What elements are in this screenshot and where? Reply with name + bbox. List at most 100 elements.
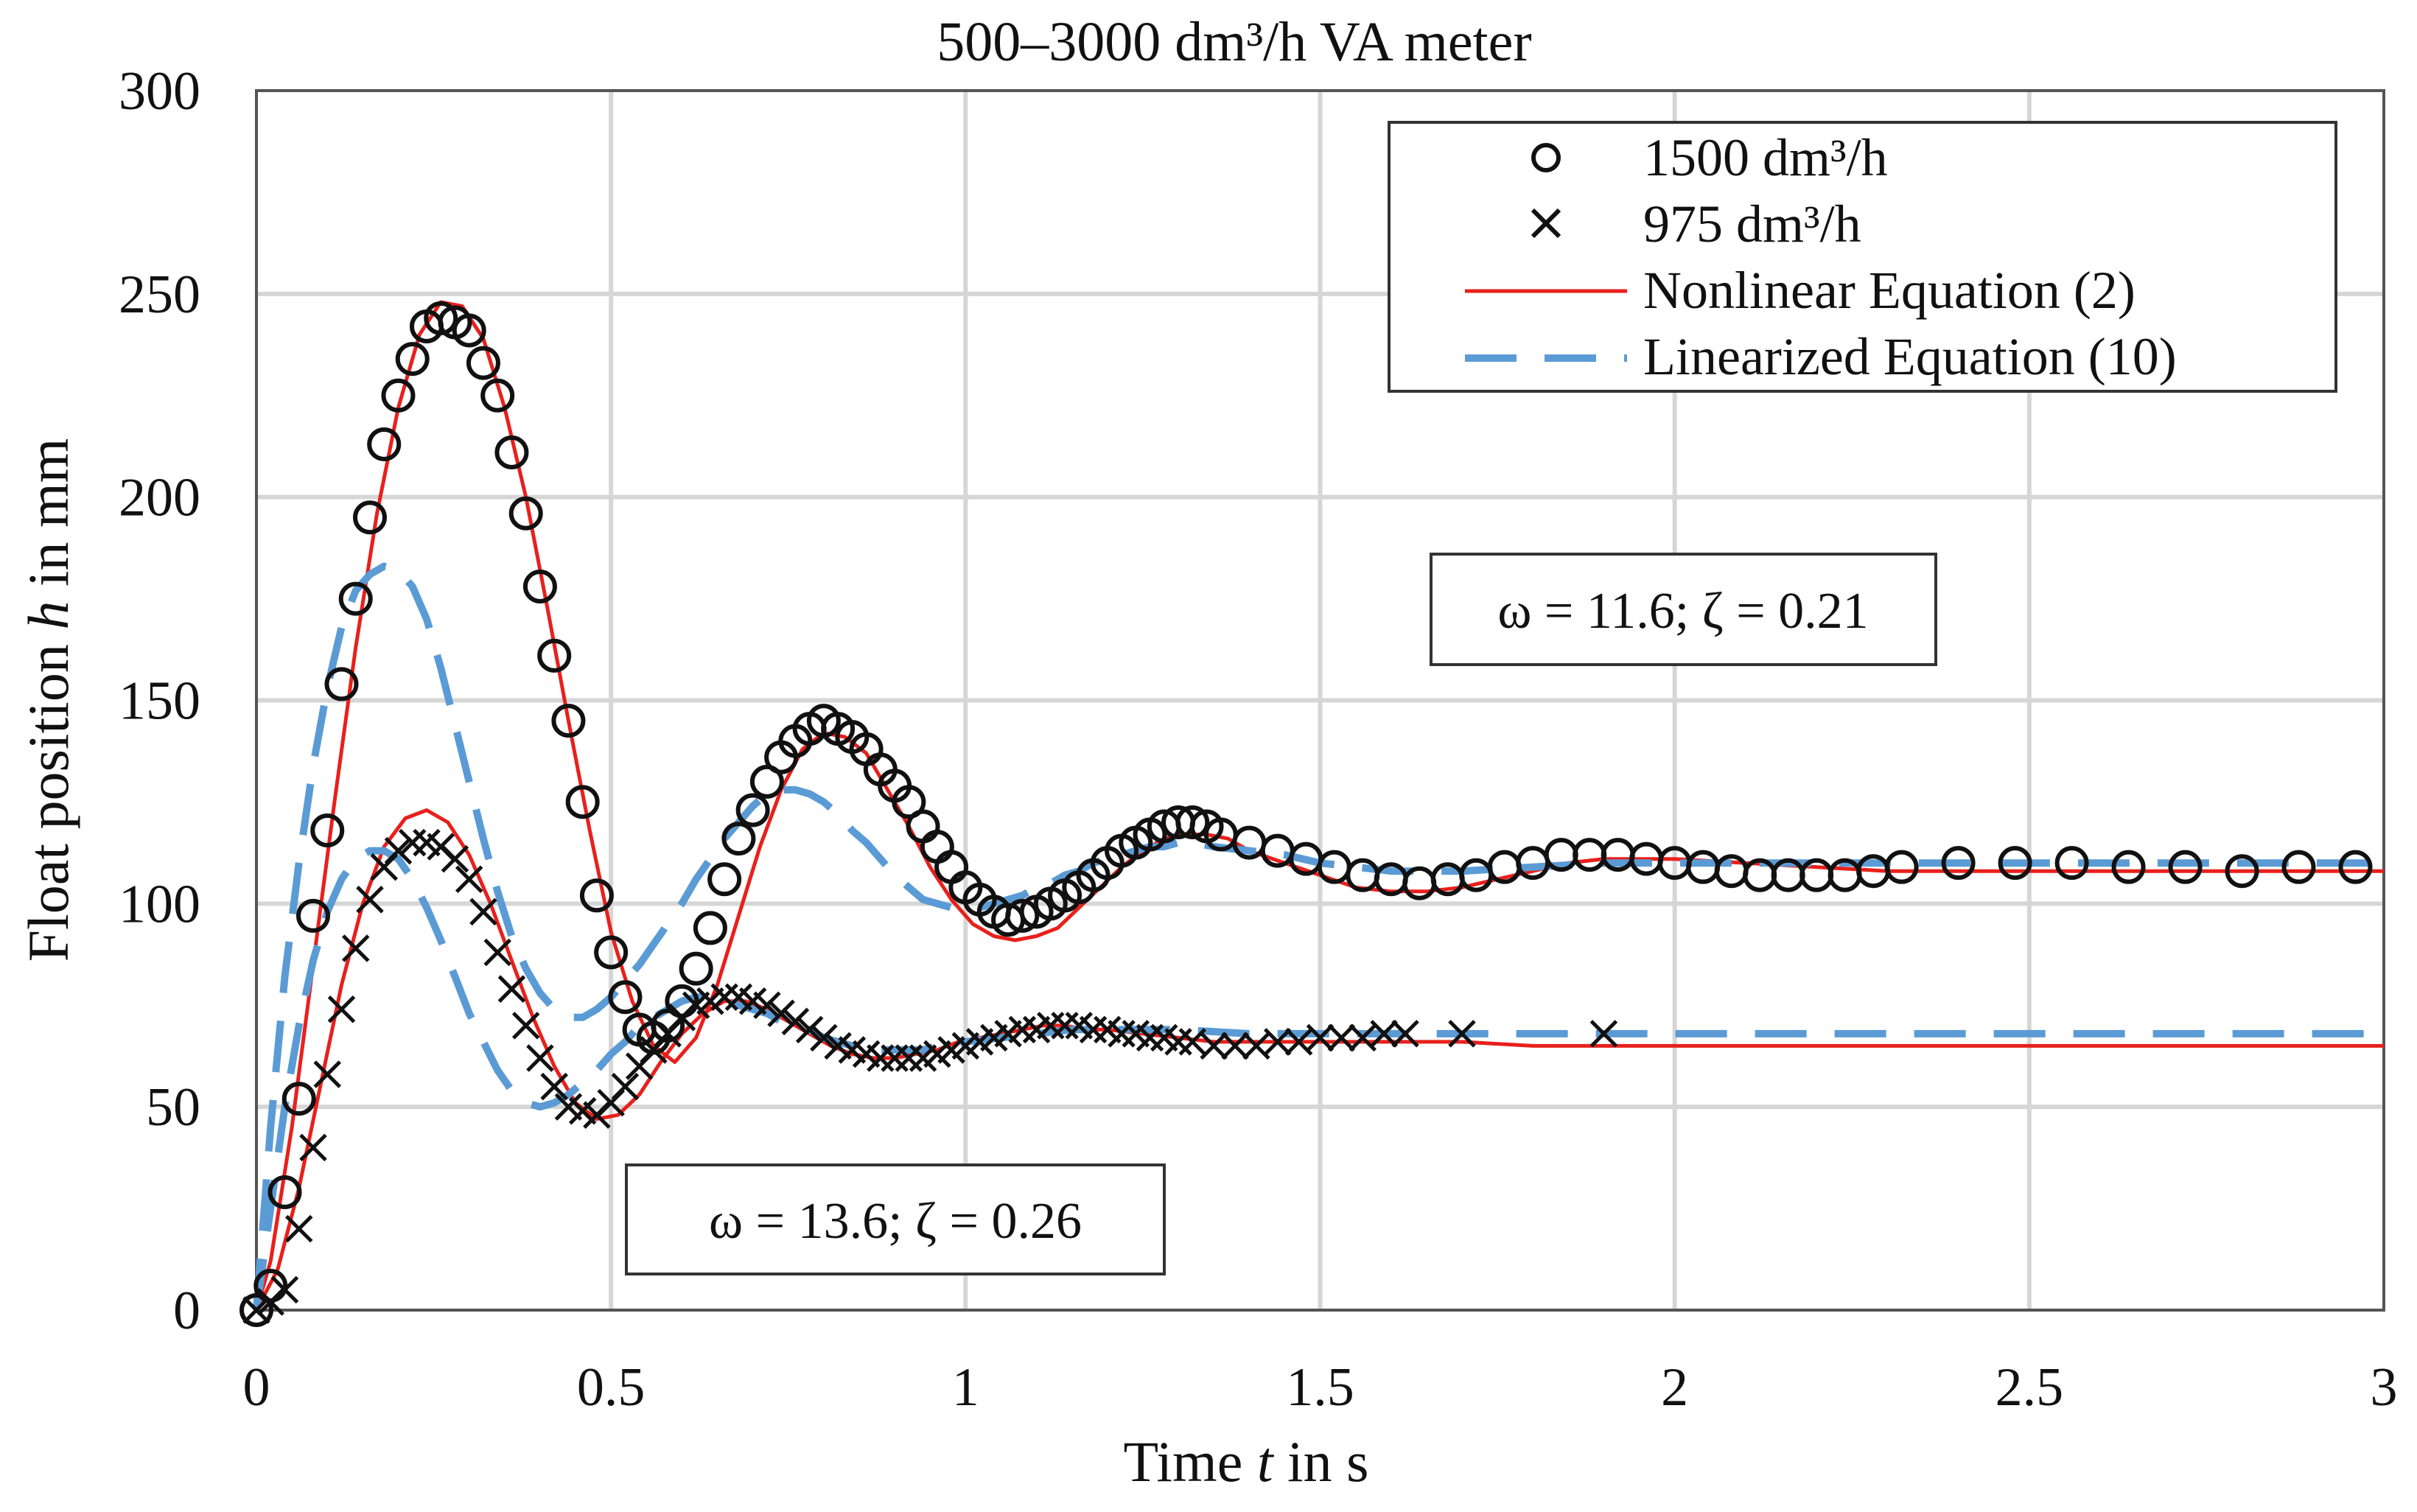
y-axis-label-prefix: Float position bbox=[16, 630, 80, 962]
data-point-975 bbox=[1391, 1020, 1419, 1048]
data-point-1500 bbox=[735, 793, 770, 827]
chart-title: 500–3000 dm³/h VA meter bbox=[937, 11, 1531, 73]
data-point-975 bbox=[356, 886, 384, 914]
data-point-1500 bbox=[395, 342, 430, 377]
data-point-1500 bbox=[424, 301, 458, 335]
x-tick-label: 2.5 bbox=[1995, 1357, 2064, 1418]
data-point-1500 bbox=[1005, 898, 1040, 933]
data-point-1500 bbox=[522, 570, 557, 604]
data-point-1500 bbox=[2168, 850, 2203, 884]
parameter-box-upper bbox=[1430, 553, 1937, 666]
y-tick-label: 250 bbox=[119, 265, 200, 325]
data-point-975 bbox=[511, 1012, 540, 1040]
data-point-975 bbox=[1370, 1020, 1398, 1048]
data-point-1500 bbox=[2054, 846, 2089, 881]
y-tick-labels: 0 50 100 150 200 250 300 bbox=[119, 61, 200, 1341]
data-point-1500 bbox=[2225, 854, 2259, 889]
y-tick-label: 300 bbox=[119, 61, 200, 122]
data-point-975 bbox=[270, 1275, 299, 1304]
legend-label-nonlinear: Nonlinear Equation (2) bbox=[1643, 261, 2136, 320]
data-point-1500 bbox=[892, 785, 926, 819]
data-point-1500 bbox=[239, 1293, 273, 1327]
data-point-1500 bbox=[367, 427, 402, 461]
x-tick-labels: 0 0.5 1 1.5 2 2.5 3 bbox=[243, 1357, 2398, 1418]
data-point-1500 bbox=[1998, 846, 2032, 881]
parameter-text-lower: ω = 13.6; ζ = 0.26 bbox=[709, 1193, 1082, 1250]
data-point-975 bbox=[795, 1015, 824, 1044]
data-point-1500 bbox=[565, 785, 600, 819]
y-tick-label: 0 bbox=[173, 1281, 200, 1341]
y-tick-label: 100 bbox=[119, 874, 200, 934]
data-point-975 bbox=[384, 836, 413, 865]
x-tick-label: 0.5 bbox=[577, 1357, 646, 1418]
parameter-text-upper: ω = 11.6; ζ = 0.21 bbox=[1497, 583, 1868, 640]
data-point-975 bbox=[1178, 1028, 1207, 1056]
data-point-975 bbox=[611, 1072, 640, 1101]
data-point-1500 bbox=[693, 911, 727, 945]
y-axis-label: Float position h in mm bbox=[16, 438, 80, 962]
legend-label-linearized: Linearized Equation (10) bbox=[1643, 327, 2177, 386]
data-point-1500 bbox=[679, 951, 713, 986]
data-point-975 bbox=[284, 1214, 313, 1243]
x-tick-label: 3 bbox=[2371, 1357, 2398, 1418]
y-axis-label-unit: in mm bbox=[16, 438, 80, 601]
nonlinear-series-line bbox=[254, 300, 2384, 1311]
data-point-1500 bbox=[651, 1008, 685, 1043]
legend-circle-marker-icon bbox=[1531, 143, 1561, 172]
data-point-1500 bbox=[452, 313, 486, 348]
data-point-975 bbox=[497, 975, 526, 1003]
data-point-975 bbox=[1327, 1023, 1356, 1052]
data-point-975 bbox=[1242, 1032, 1270, 1060]
data-point-975 bbox=[242, 1296, 270, 1324]
data-point-1500 bbox=[1941, 846, 1976, 881]
data-point-1500 bbox=[508, 496, 543, 531]
y-tick-label: 150 bbox=[119, 671, 200, 732]
data-point-975 bbox=[441, 844, 469, 873]
data-point-1500 bbox=[2338, 850, 2373, 884]
data-point-1500 bbox=[2281, 850, 2316, 884]
linearized-series-line bbox=[253, 562, 2384, 1311]
data-point-975 bbox=[540, 1072, 568, 1101]
data-point-975 bbox=[483, 938, 511, 967]
data-point-1500 bbox=[594, 935, 629, 970]
data-point-975 bbox=[341, 934, 370, 962]
data-point-975 bbox=[313, 1060, 342, 1088]
data-point-1500 bbox=[1884, 850, 1919, 884]
x-tick-label: 2 bbox=[1661, 1357, 1688, 1418]
data-point-975 bbox=[469, 897, 497, 926]
data-point-1500 bbox=[551, 704, 586, 738]
x-axis-label-variable: t bbox=[1257, 1429, 1275, 1494]
legend-label-975: 975 dm³/h bbox=[1643, 195, 1861, 253]
data-point-1500 bbox=[749, 764, 784, 799]
data-point-1500 bbox=[1175, 805, 1210, 839]
data-point-1500 bbox=[721, 822, 756, 856]
x-axis-label-prefix: Time bbox=[1123, 1429, 1256, 1494]
data-point-975 bbox=[767, 999, 795, 1028]
data-point-1500 bbox=[480, 378, 515, 413]
data-point-1500 bbox=[537, 638, 572, 673]
y-axis-label-variable: h bbox=[16, 601, 80, 630]
data-point-975 bbox=[1589, 1020, 1618, 1048]
x-axis-label: Time t in s bbox=[1123, 1429, 1368, 1494]
x-tick-label: 1.5 bbox=[1286, 1357, 1354, 1418]
data-point-1500 bbox=[352, 500, 387, 535]
data-point-975 bbox=[1263, 1028, 1292, 1056]
x-tick-label: 0 bbox=[243, 1357, 270, 1418]
data-point-975 bbox=[299, 1133, 327, 1162]
y-tick-label: 50 bbox=[146, 1077, 200, 1138]
data-point-1500 bbox=[466, 346, 500, 380]
data-point-1500 bbox=[310, 813, 345, 848]
data-point-975 bbox=[327, 995, 356, 1023]
legend: 1500 dm³/h 975 dm³/h Nonlinear Equation … bbox=[1388, 121, 2337, 393]
y-tick-label: 200 bbox=[119, 468, 200, 528]
data-point-975 bbox=[1221, 1032, 1249, 1060]
data-point-975 bbox=[810, 1023, 838, 1052]
legend-box bbox=[1388, 121, 2337, 393]
data-point-1500 bbox=[608, 980, 643, 1015]
legend-cross-marker-icon bbox=[1531, 208, 1561, 239]
data-point-1500 bbox=[295, 898, 330, 933]
data-point-975 bbox=[526, 1044, 554, 1072]
x-tick-label: 1 bbox=[952, 1357, 979, 1418]
data-point-975 bbox=[781, 1007, 810, 1036]
